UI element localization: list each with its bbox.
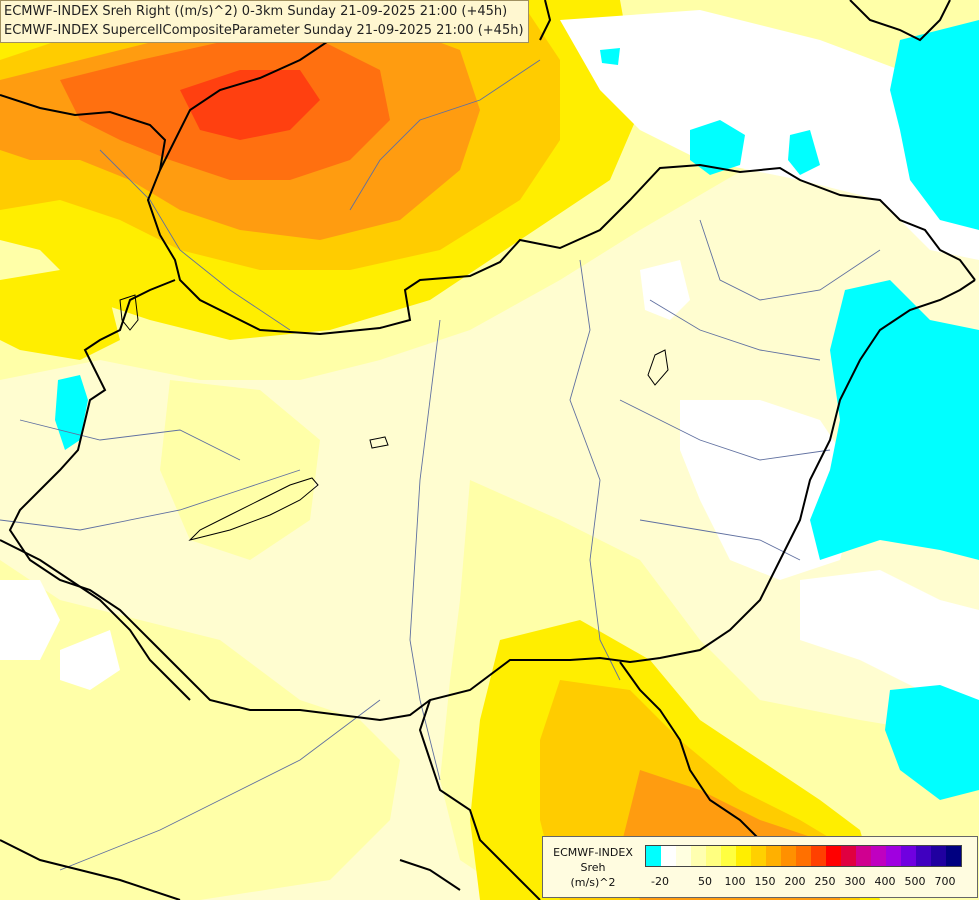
legend-swatch — [706, 846, 721, 866]
legend-swatch — [946, 846, 961, 866]
legend-swatch — [916, 846, 931, 866]
map-title-box: ECMWF-INDEX Sreh Right ((m/s)^2) 0-3km S… — [0, 0, 529, 43]
legend-swatch — [766, 846, 781, 866]
legend-swatch — [751, 846, 766, 866]
legend-label: ECMWF-INDEX Sreh (m/s)^2 — [547, 845, 639, 890]
legend-tick-label: 300 — [844, 875, 866, 888]
map-title-line-1: ECMWF-INDEX Sreh Right ((m/s)^2) 0-3km S… — [4, 4, 508, 19]
legend-tick-label: 500 — [904, 875, 926, 888]
legend-swatch — [841, 846, 856, 866]
legend-swatch — [781, 846, 796, 866]
lakes — [119, 294, 669, 541]
legend-swatch — [736, 846, 751, 866]
red-orange-shading — [180, 70, 320, 140]
legend-swatch — [796, 846, 811, 866]
legend-swatch — [871, 846, 886, 866]
legend-tick-label: 700 — [934, 875, 956, 888]
legend-swatch — [901, 846, 916, 866]
legend-swatch — [886, 846, 901, 866]
rivers — [0, 59, 881, 871]
legend-swatch — [646, 846, 661, 866]
legend-tick-label: -20 — [651, 875, 669, 888]
color-legend: ECMWF-INDEX Sreh (m/s)^2 -20 50 100 150 200 2… — [542, 836, 978, 898]
map-title-line-2: ECMWF-INDEX SupercellCompositeParameter … — [4, 23, 524, 38]
legend-swatch — [661, 846, 676, 866]
legend-tick-label: 250 — [814, 875, 836, 888]
legend-swatch — [721, 846, 736, 866]
cyan-shading — [55, 20, 979, 800]
legend-swatch — [691, 846, 706, 866]
legend-swatch — [856, 846, 871, 866]
legend-tick-label: 100 — [724, 875, 746, 888]
legend-label-line-1: ECMWF-INDEX — [553, 846, 633, 859]
legend-label-line-3: (m/s)^2 — [570, 876, 616, 889]
legend-tick-label: 150 — [754, 875, 776, 888]
legend-swatch — [811, 846, 826, 866]
legend-swatch — [826, 846, 841, 866]
white-shading — [0, 10, 979, 700]
legend-swatch — [931, 846, 946, 866]
legend-tick-label: 400 — [874, 875, 896, 888]
legend-label-line-2: Sreh — [580, 861, 606, 874]
legend-color-bar — [645, 845, 962, 867]
legend-tick-label: 200 — [784, 875, 806, 888]
legend-tick-label: 50 — [698, 875, 712, 888]
legend-swatch — [676, 846, 691, 866]
